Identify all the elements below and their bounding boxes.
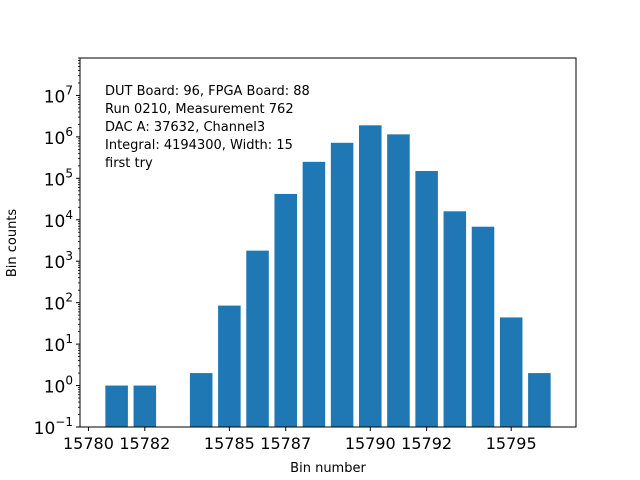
y-tick-label: 101 [44, 332, 73, 356]
bar [274, 193, 297, 427]
x-tick-label: 15780 [63, 434, 114, 453]
x-tick-label: 15782 [119, 434, 170, 453]
x-tick-label: 15795 [486, 434, 537, 453]
bar [387, 134, 410, 428]
bar [330, 142, 354, 428]
bars-group [105, 125, 551, 428]
x-axis: 15780 15782 15785 15787 15790 15792 15795 [63, 427, 537, 453]
x-tick-label: 15785 [204, 434, 255, 453]
bar [415, 171, 438, 427]
bar [302, 161, 326, 427]
y-tick-label: 102 [44, 291, 73, 315]
bar [443, 211, 467, 427]
bar [218, 305, 241, 427]
annotation-line: DUT Board: 96, FPGA Board: 88 [105, 84, 310, 99]
x-tick-label: 15790 [345, 434, 396, 453]
annotation-line: DAC A: 37632, Channel3 [105, 120, 265, 135]
bar [133, 385, 157, 427]
y-tick-label: 105 [44, 166, 73, 190]
y-tick-label: 10−1 [34, 415, 73, 439]
y-tick-label: 106 [44, 125, 73, 149]
x-axis-title: Bin number [290, 461, 366, 476]
x-tick-label: 15787 [260, 434, 311, 453]
y-tick-label: 107 [44, 83, 73, 107]
bar [359, 125, 382, 427]
annotation-line: Integral: 4194300, Width: 15 [105, 138, 293, 153]
bar [499, 317, 523, 427]
annotation-box: DUT Board: 96, FPGA Board: 88 Run 0210, M… [105, 84, 310, 171]
y-tick-label: 104 [44, 208, 73, 232]
y-axis: 10−1 100 101 102 103 104 105 106 107 [34, 57, 80, 439]
bar [189, 373, 213, 427]
bar [471, 226, 495, 427]
y-axis-title: Bin counts [5, 209, 20, 278]
x-tick-label: 15792 [401, 434, 452, 453]
annotation-line: Run 0210, Measurement 762 [105, 102, 294, 117]
y-tick-label: 103 [44, 249, 73, 273]
y-tick-label: 100 [44, 374, 73, 398]
bar [528, 373, 551, 427]
annotation-line: first try [105, 156, 153, 171]
bar [105, 385, 128, 427]
bar [246, 250, 269, 427]
plot-frame [79, 57, 577, 428]
